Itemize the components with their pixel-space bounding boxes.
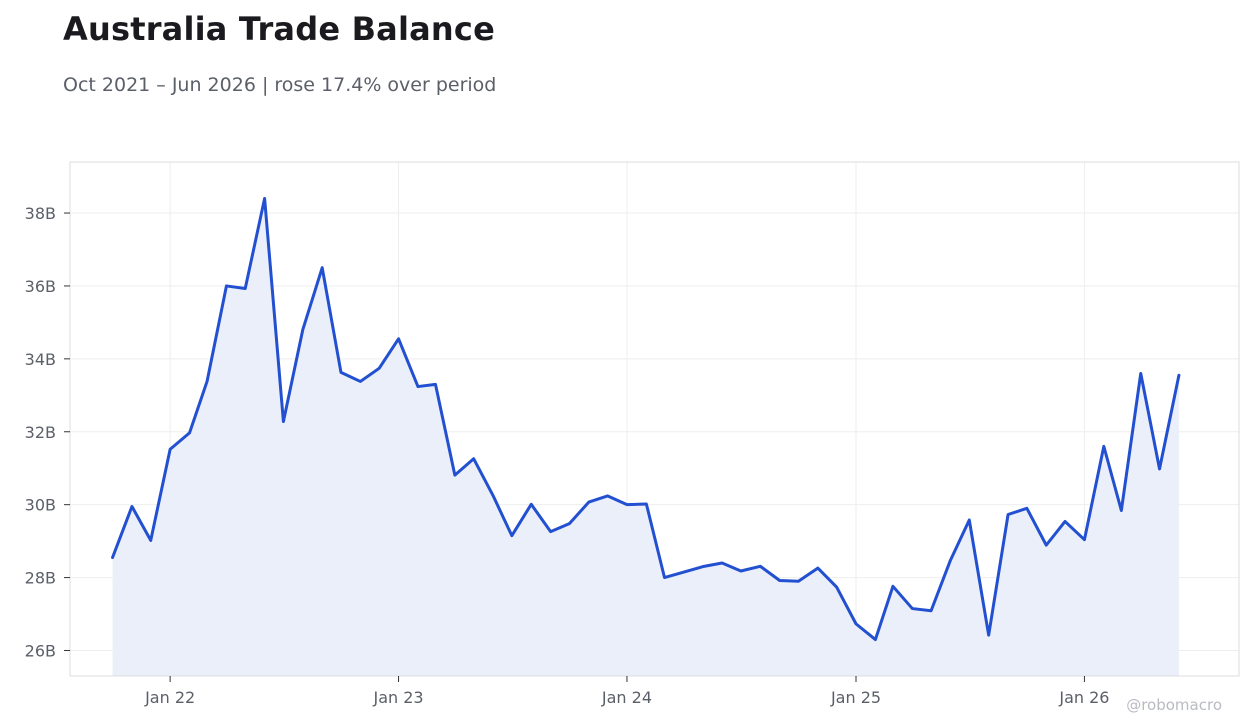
y-tick-label: 36B (25, 277, 56, 296)
plot-frame (69, 161, 1240, 677)
x-tick-label: Jan 25 (830, 688, 881, 707)
y-axis: 26B 28B 30B 32B 34B 36B 38B (25, 204, 70, 660)
y-tick-label: 26B (25, 641, 56, 660)
y-tick-label: 38B (25, 204, 56, 223)
y-tick-label: 30B (25, 496, 56, 515)
x-axis: Jan 22 Jan 23 Jan 24 Jan 25 Jan 26 (144, 676, 1109, 707)
chart-title: Australia Trade Balance (63, 10, 495, 48)
x-tick-label: Jan 22 (144, 688, 195, 707)
x-tick-label: Jan 23 (372, 688, 423, 707)
series-area-fill (112, 198, 1179, 676)
x-tick-label: Jan 26 (1058, 688, 1109, 707)
chart-subtitle: Oct 2021 – Jun 2026 | rose 17.4% over pe… (63, 74, 497, 96)
watermark: @robomacro (1126, 696, 1222, 714)
x-tick-label: Jan 24 (601, 688, 652, 707)
y-tick-label: 32B (25, 423, 56, 442)
y-tick-label: 34B (25, 350, 56, 369)
y-tick-label: 28B (25, 569, 56, 588)
series-line (111, 196, 1181, 642)
